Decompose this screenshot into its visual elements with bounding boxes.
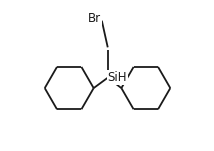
Text: Br: Br [88,12,101,25]
Text: SiH: SiH [108,71,127,84]
